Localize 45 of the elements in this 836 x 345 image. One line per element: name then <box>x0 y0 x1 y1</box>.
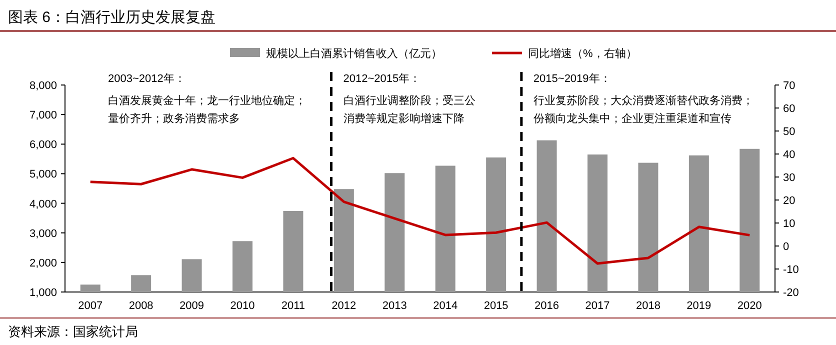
x-tick-label: 2020 <box>737 300 762 312</box>
annotation: 份额向龙头集中；企业更注重渠道和宣传 <box>533 112 732 125</box>
annotation: 2015~2019年： <box>533 73 611 85</box>
annotation: 量价齐升；政务消费需求多 <box>108 112 240 125</box>
y-tick-label: 2,000 <box>29 257 57 270</box>
y-tick-label: 5,000 <box>29 168 57 181</box>
x-tick-label: 2012 <box>332 300 356 312</box>
annotation: 行业复苏阶段；大众消费逐渐替代政务消费； <box>533 94 754 107</box>
x-tick-label: 2019 <box>686 300 712 312</box>
annotation: 白酒发展黄金十年；龙一行业地位确定； <box>108 94 306 107</box>
x-tick-label: 2011 <box>281 300 306 312</box>
annotation: 2012~2015年： <box>343 73 421 85</box>
legend-label: 规模以上白酒累计销售收入（亿元） <box>266 47 442 60</box>
x-tick-label: 2014 <box>433 300 458 312</box>
annotation: 2003~2012年： <box>108 73 186 85</box>
y-tick-label: 1,000 <box>29 287 57 299</box>
chart-title: 图表 6：白酒行业历史发展复盘 <box>8 9 216 26</box>
y2-tick-label: 20 <box>783 195 796 207</box>
x-tick-label: 2010 <box>230 300 255 312</box>
y2-tick-label: 30 <box>783 172 796 184</box>
y2-tick-label: 70 <box>783 80 796 92</box>
text: 资料来源：国家统计局 <box>8 324 138 339</box>
y2-tick-label: 60 <box>783 103 796 115</box>
annotation: 白酒行业调整阶段；受三公 <box>343 94 476 107</box>
x-tick-label: 2015 <box>484 300 508 312</box>
x-tick-label: 2016 <box>534 300 560 312</box>
y-tick-label: 3,000 <box>29 228 57 240</box>
y-tick-label: 6,000 <box>29 139 57 152</box>
x-tick-label: 2018 <box>636 300 660 312</box>
x-tick-label: 2017 <box>585 300 610 312</box>
x-tick-label: 2007 <box>78 300 103 312</box>
x-tick-label: 2008 <box>128 300 154 312</box>
y2-tick-label: 50 <box>783 126 796 138</box>
y2-tick-label: 10 <box>783 218 796 230</box>
y2-tick-label: 40 <box>783 149 796 161</box>
y-tick-label: 7,000 <box>29 110 57 122</box>
legend-label: 同比增速（%，右轴） <box>528 47 637 60</box>
y-tick-label: 4,000 <box>29 198 57 210</box>
y2-tick-label: -20 <box>783 287 799 299</box>
y2-tick-label: 0 <box>783 241 790 253</box>
y-tick-label: 8,000 <box>29 80 57 92</box>
annotation: 消费等规定影响增速下降 <box>343 112 464 125</box>
x-tick-label: 2013 <box>382 300 407 312</box>
x-tick-label: 2009 <box>180 300 204 312</box>
y2-tick-label: -10 <box>783 264 799 276</box>
